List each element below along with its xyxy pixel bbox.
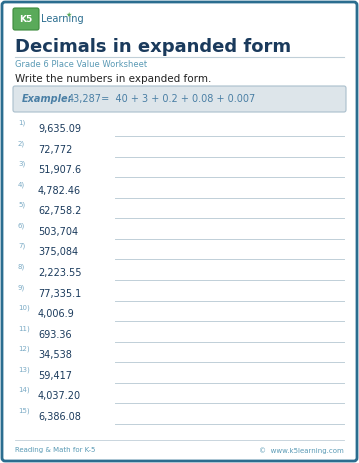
FancyBboxPatch shape bbox=[13, 8, 39, 30]
Text: 11): 11) bbox=[18, 325, 30, 332]
Text: 4,037.20: 4,037.20 bbox=[38, 391, 81, 401]
Text: 1): 1) bbox=[18, 120, 25, 126]
FancyBboxPatch shape bbox=[13, 86, 346, 112]
Text: K5: K5 bbox=[19, 14, 33, 24]
Text: 375,084: 375,084 bbox=[38, 247, 78, 257]
Text: 12): 12) bbox=[18, 345, 30, 352]
Text: 13): 13) bbox=[18, 366, 30, 373]
Text: 59,417: 59,417 bbox=[38, 371, 72, 381]
Text: 2): 2) bbox=[18, 140, 25, 147]
Text: 51,907.6: 51,907.6 bbox=[38, 165, 81, 175]
Text: 6,386.08: 6,386.08 bbox=[38, 412, 81, 422]
Text: 4): 4) bbox=[18, 181, 25, 188]
Text: 4,006.9: 4,006.9 bbox=[38, 309, 75, 319]
Text: 77,335.1: 77,335.1 bbox=[38, 288, 81, 299]
Text: 14): 14) bbox=[18, 387, 30, 393]
Text: 7): 7) bbox=[18, 243, 25, 250]
Text: 5): 5) bbox=[18, 202, 25, 208]
Text: 503,704: 503,704 bbox=[38, 227, 78, 237]
Text: 9,635.09: 9,635.09 bbox=[38, 124, 81, 134]
Text: 2,223.55: 2,223.55 bbox=[38, 268, 81, 278]
Text: 3): 3) bbox=[18, 161, 25, 167]
Text: Learning: Learning bbox=[41, 14, 84, 24]
Text: 8): 8) bbox=[18, 263, 25, 270]
Text: 15): 15) bbox=[18, 407, 30, 414]
Text: 10): 10) bbox=[18, 305, 30, 311]
Text: 9): 9) bbox=[18, 284, 25, 290]
Text: 43,287: 43,287 bbox=[68, 94, 102, 104]
Text: Reading & Math for K-5: Reading & Math for K-5 bbox=[15, 447, 95, 453]
Text: 34,538: 34,538 bbox=[38, 350, 72, 360]
Text: 693.36: 693.36 bbox=[38, 330, 72, 339]
Text: Example:: Example: bbox=[22, 94, 73, 104]
Text: ★: ★ bbox=[66, 12, 72, 18]
Text: 72,772: 72,772 bbox=[38, 145, 73, 155]
Text: 6): 6) bbox=[18, 222, 25, 229]
Text: Write the numbers in expanded form.: Write the numbers in expanded form. bbox=[15, 74, 211, 84]
Text: =  40 + 3 + 0.2 + 0.08 + 0.007: = 40 + 3 + 0.2 + 0.08 + 0.007 bbox=[98, 94, 255, 104]
Text: Decimals in expanded form: Decimals in expanded form bbox=[15, 38, 291, 56]
Text: 4,782.46: 4,782.46 bbox=[38, 186, 81, 196]
Text: ©  www.k5learning.com: © www.k5learning.com bbox=[259, 447, 344, 454]
Text: Grade 6 Place Value Worksheet: Grade 6 Place Value Worksheet bbox=[15, 60, 147, 69]
Text: 62,758.2: 62,758.2 bbox=[38, 206, 81, 216]
